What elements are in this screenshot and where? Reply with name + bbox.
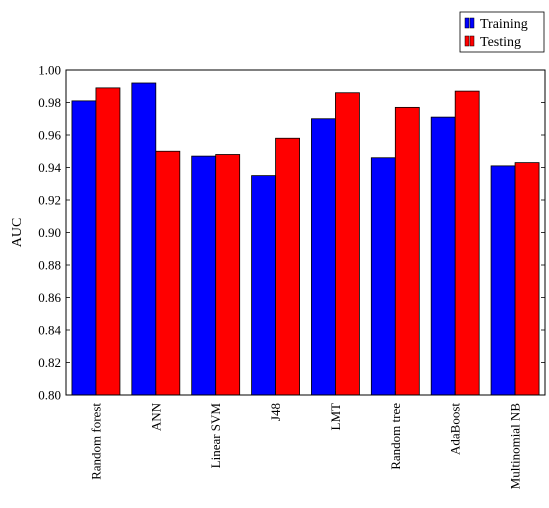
x-category-label: Random tree [388, 403, 403, 470]
bar-training-random-tree [370, 157, 396, 396]
bar-training-lmt [311, 118, 336, 396]
bar-testing-random-forest [95, 87, 121, 396]
y-tick-label: 0.84 [38, 323, 61, 338]
bar-testing-lmt [335, 92, 360, 396]
x-axis-ticks: Random forest ANN Linear SVM J48 LMT Random t… [88, 391, 523, 490]
bar-training-random-forest [71, 100, 97, 396]
legend-label: Training [480, 17, 528, 32]
y-tick-label: 0.96 [38, 128, 61, 143]
x-category-label: Linear SVM [208, 403, 223, 469]
bar-training-j48 [251, 175, 276, 396]
legend: Training Testing [459, 11, 545, 53]
x-category-label: AdaBoost [448, 403, 463, 455]
bar-testing-ann [155, 150, 181, 396]
bar-training-adaboost [430, 116, 456, 396]
bar-training-ann [131, 82, 157, 396]
legend-swatch [464, 17, 470, 29]
bar-training-linear-svm [191, 155, 217, 396]
y-tick-label: 0.80 [38, 388, 61, 403]
bars-group [71, 82, 540, 396]
legend-swatch [469, 17, 475, 29]
bar-testing-multinomial-nb [514, 162, 540, 396]
y-tick-label: 0.92 [38, 193, 61, 208]
bar-testing-linear-svm [215, 154, 241, 396]
x-category-label: J48 [268, 403, 283, 421]
y-tick-label: 1.00 [38, 63, 61, 78]
bar-testing-random-tree [394, 106, 420, 396]
legend-swatch [469, 35, 475, 47]
legend-swatch [464, 35, 470, 47]
x-category-label: Random forest [88, 403, 103, 480]
y-tick-label: 0.86 [38, 290, 61, 305]
bar-testing-j48 [275, 137, 300, 396]
x-category-label: Multinomial NB [508, 403, 523, 490]
y-tick-label: 0.82 [38, 355, 61, 370]
bar-testing-adaboost [454, 90, 480, 396]
y-tick-label: 0.90 [38, 225, 61, 240]
x-category-label: ANN [148, 402, 163, 431]
x-category-label: LMT [328, 403, 343, 431]
y-axis-title: AUC [10, 218, 25, 248]
bar-training-multinomial-nb [490, 165, 516, 396]
legend-label: Testing [480, 35, 521, 50]
y-tick-label: 0.98 [38, 95, 61, 110]
y-tick-label: 0.94 [38, 160, 61, 175]
y-tick-label: 0.88 [38, 258, 61, 273]
y-axis-ticks: 0.80 0.82 0.84 0.86 0.88 0.90 0.92 0.94 0.96 0.98… [38, 63, 545, 403]
